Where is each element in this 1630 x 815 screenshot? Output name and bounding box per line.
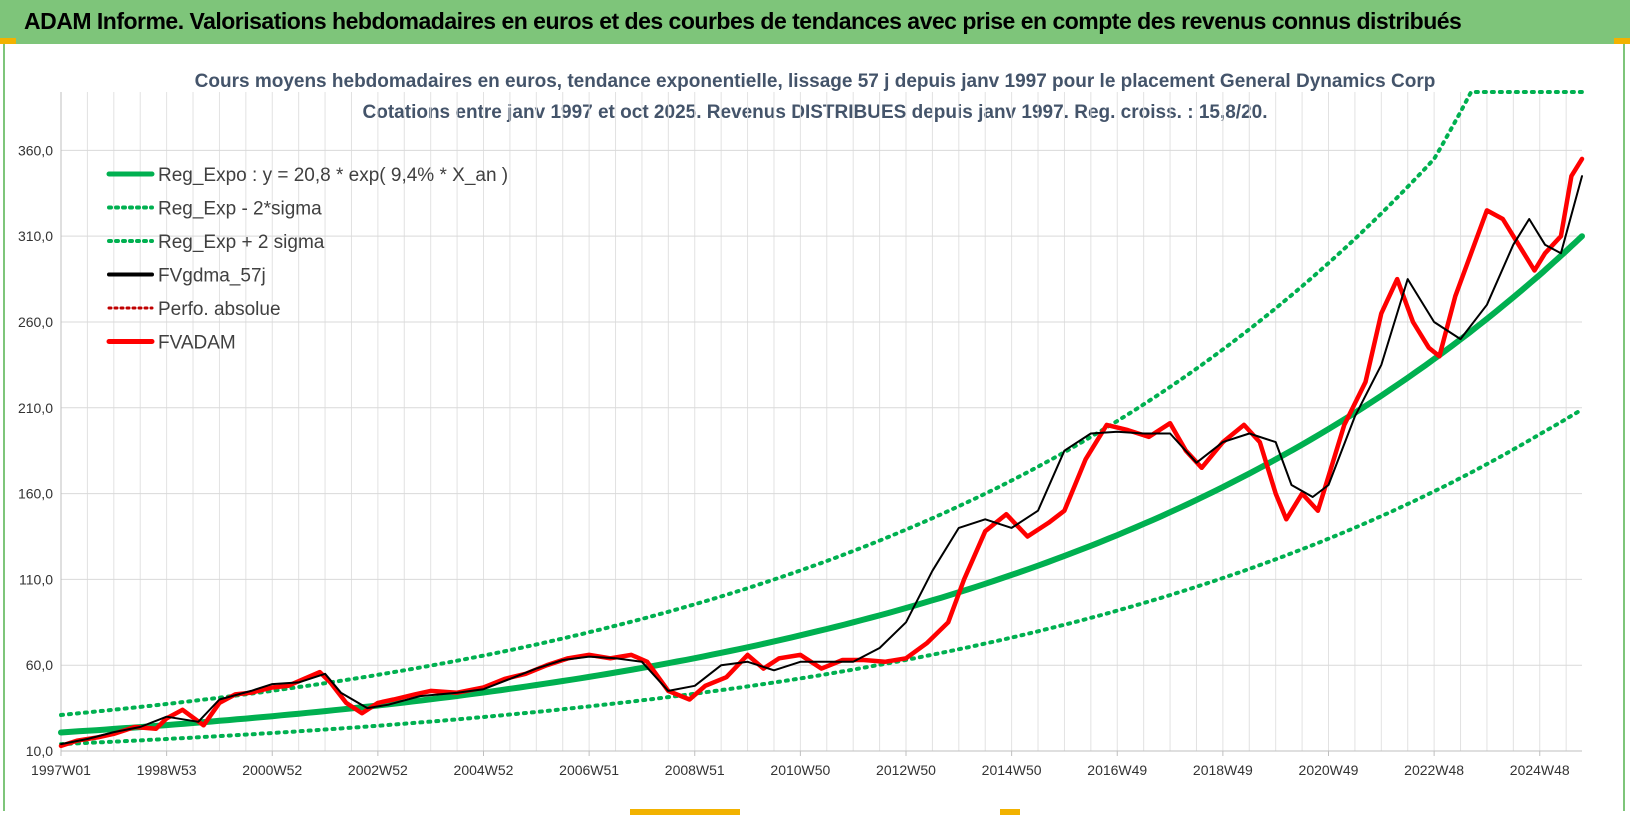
corner-accent-right — [1614, 38, 1630, 44]
x-tick-label: 2020W49 — [1299, 762, 1359, 778]
x-tick-label: 2000W52 — [242, 762, 302, 778]
y-tick-label: 310,0 — [18, 228, 53, 244]
chart-frame — [3, 44, 1625, 811]
y-tick-label: 260,0 — [18, 314, 53, 330]
legend-label: FVgdma_57j — [158, 266, 266, 287]
axes: 10,0 60,0 110,0 160,0 210,0 260,0 310,0 360,0 19… — [18, 92, 1582, 778]
x-tick-label: 2012W50 — [876, 762, 936, 778]
gridlines — [60, 92, 1582, 752]
x-tick-label: 2002W52 — [348, 762, 408, 778]
x-tick-label: 2006W51 — [559, 762, 619, 778]
series-reg-exp-2-sigma — [59, 90, 1584, 717]
bottom-accent — [630, 809, 740, 815]
chart-subtitle: Cotations entre janv 1997 et oct 2025. R… — [363, 102, 1268, 123]
report-title: ADAM Informe. Valorisations hebdomadaire… — [24, 8, 1462, 34]
x-tick-label: 2014W50 — [982, 762, 1042, 778]
x-tick-label: 1997W01 — [31, 762, 91, 778]
x-tick-label: 1998W53 — [137, 762, 197, 778]
chart-title: Cours moyens hebdomadaires en euros, ten… — [195, 71, 1436, 92]
series-reg-exp-2-sigma — [59, 407, 1584, 747]
x-tick-label: 2018W49 — [1193, 762, 1253, 778]
y-tick-label: 10,0 — [26, 743, 53, 759]
legend-label: Reg_Exp + 2 sigma — [158, 232, 325, 253]
y-tick-label: 210,0 — [18, 400, 53, 416]
report-banner: ADAM Informe. Valorisations hebdomadaire… — [0, 0, 1630, 44]
x-tick-label: 2022W48 — [1404, 762, 1464, 778]
x-tick-label: 2010W50 — [770, 762, 830, 778]
series — [58, 90, 1585, 749]
legend: Reg_Expo : y = 20,8 * exp( 9,4% * X_an )… — [106, 165, 508, 354]
series-fvgdma-57j — [60, 175, 1583, 746]
x-tick-label: 2008W51 — [665, 762, 725, 778]
corner-accent-left — [0, 38, 16, 44]
series-reg-expo — [58, 233, 1585, 736]
x-tick-label: 2016W49 — [1087, 762, 1147, 778]
legend-label: FVADAM — [158, 333, 236, 354]
legend-label: Reg_Expo : y = 20,8 * exp( 9,4% * X_an ) — [158, 165, 508, 186]
x-tick-label: 2004W52 — [454, 762, 514, 778]
legend-label: Reg_Exp - 2*sigma — [158, 199, 322, 220]
y-tick-label: 110,0 — [19, 571, 53, 587]
y-tick-label: 160,0 — [18, 486, 53, 502]
series-fvadam — [58, 156, 1585, 749]
y-tick-label: 360,0 — [18, 142, 53, 158]
bottom-accent-small — [1000, 809, 1020, 815]
legend-label: Perfo. absolue — [158, 299, 281, 320]
x-tick-label: 2024W48 — [1510, 762, 1570, 778]
y-tick-label: 60,0 — [26, 657, 53, 673]
